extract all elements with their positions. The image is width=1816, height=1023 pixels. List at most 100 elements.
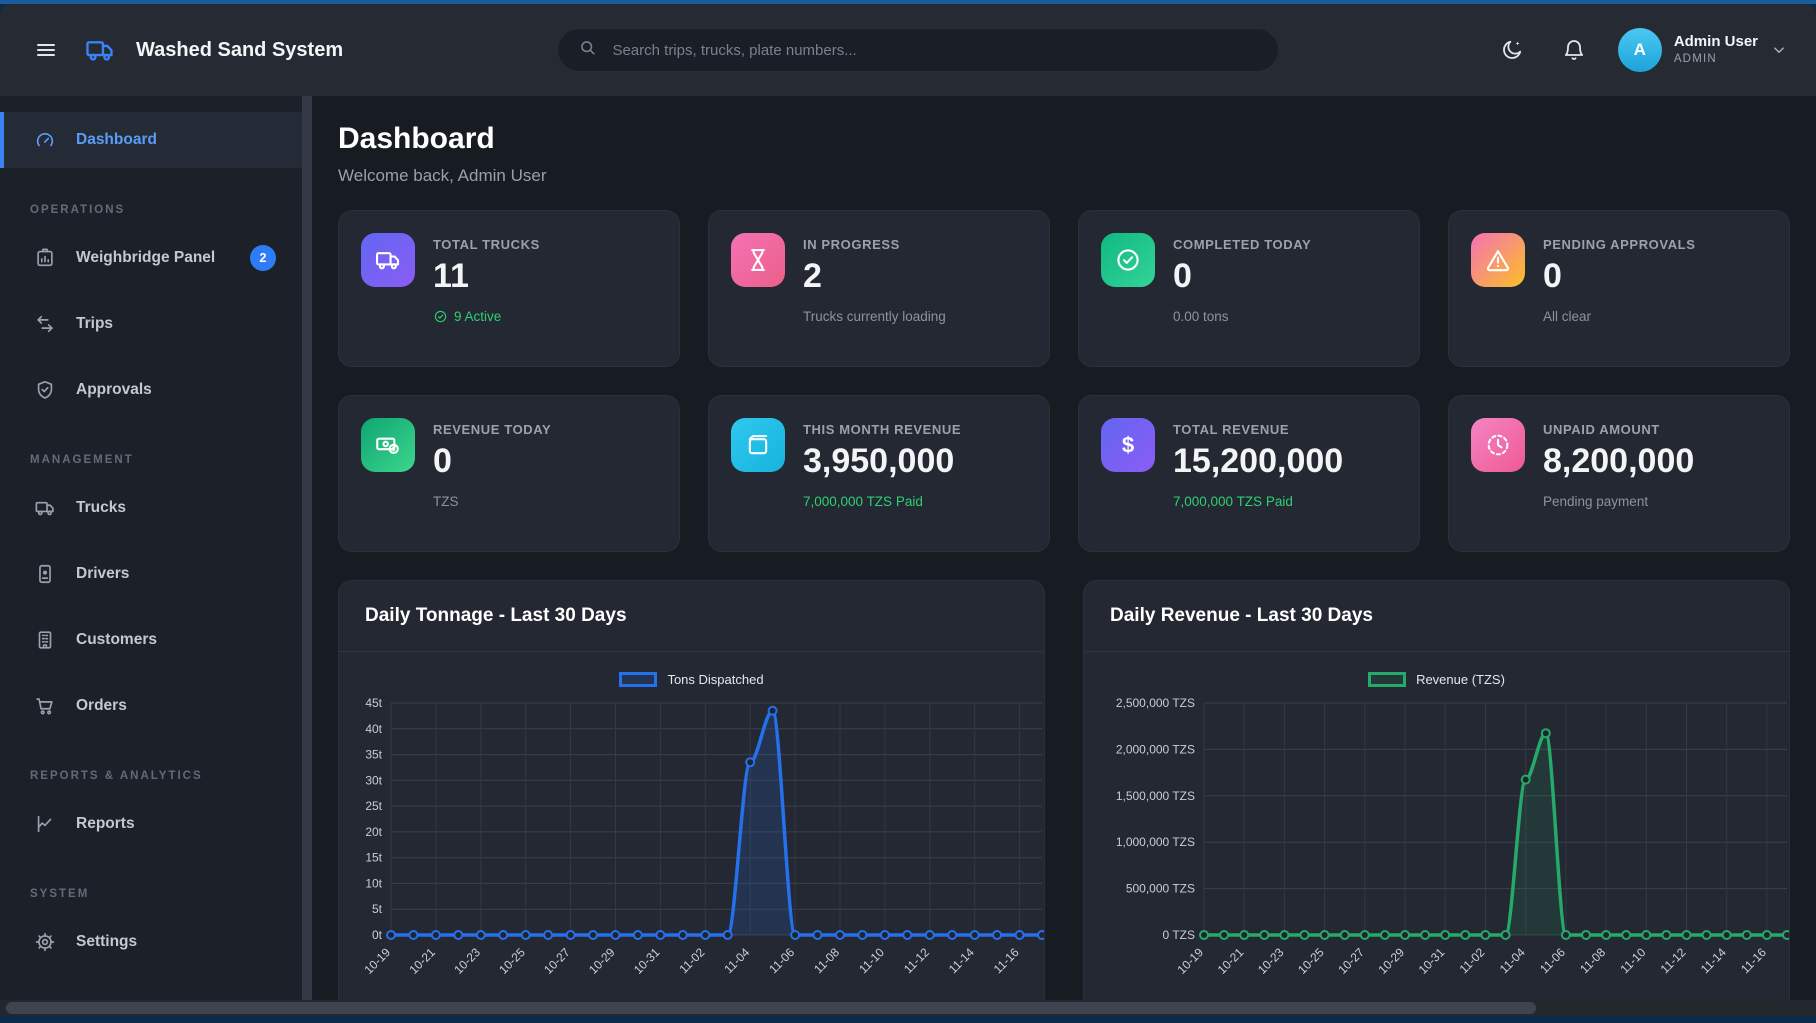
sidebar-item-drivers[interactable]: Drivers — [0, 546, 302, 602]
svg-text:5t: 5t — [372, 902, 383, 916]
id-card-icon — [34, 563, 56, 585]
app-window: Washed Sand System A Admin User ADMIN — [0, 4, 1816, 1016]
stat-sub: 0.00 tons — [1173, 309, 1311, 324]
stat-label: REVENUE TODAY — [433, 422, 551, 437]
svg-text:10-19: 10-19 — [1175, 945, 1207, 977]
sidebar-item-approvals[interactable]: Approvals — [0, 362, 302, 418]
top-actions: A Admin User ADMIN — [1494, 28, 1788, 72]
svg-text:11-02: 11-02 — [676, 945, 707, 976]
svg-text:10-27: 10-27 — [1335, 945, 1367, 977]
stat-sub: 7,000,000 TZS Paid — [1173, 494, 1343, 509]
sidebar-item-trips[interactable]: Trips — [0, 296, 302, 352]
svg-text:1,000,000 TZS: 1,000,000 TZS — [1116, 835, 1195, 849]
stat-label: PENDING APPROVALS — [1543, 237, 1696, 252]
sidebar-item-label: Dashboard — [76, 131, 157, 149]
notifications-bell-icon[interactable] — [1556, 32, 1592, 68]
warning-triangle-icon — [1471, 233, 1525, 287]
page-subtitle: Welcome back, Admin User — [338, 166, 1790, 186]
sidebar-item-customers[interactable]: Customers — [0, 612, 302, 668]
sidebar-item-label: Trucks — [76, 499, 126, 517]
stat-label: TOTAL REVENUE — [1173, 422, 1343, 437]
svg-text:11-06: 11-06 — [1537, 945, 1568, 976]
dollar-icon: $ — [1101, 418, 1155, 472]
svg-text:10-23: 10-23 — [451, 945, 483, 977]
legend-label: Tons Dispatched — [667, 672, 763, 687]
svg-text:30t: 30t — [365, 773, 382, 787]
svg-text:11-12: 11-12 — [1658, 945, 1689, 976]
sidebar-item-weighbridge-panel[interactable]: Weighbridge Panel2 — [0, 230, 302, 286]
clock-icon — [1471, 418, 1525, 472]
svg-text:11-04: 11-04 — [721, 945, 752, 976]
svg-text:10-31: 10-31 — [1416, 945, 1448, 977]
svg-text:1,500,000 TZS: 1,500,000 TZS — [1116, 789, 1195, 803]
stat-value: 3,950,000 — [803, 443, 961, 480]
dark-mode-moon-icon[interactable] — [1494, 32, 1530, 68]
stat-label: COMPLETED TODAY — [1173, 237, 1311, 252]
search-input[interactable] — [610, 41, 1258, 60]
sidebar-item-orders[interactable]: Orders — [0, 678, 302, 734]
stat-card-total-trucks: TOTAL TRUCKS 11 9 Active — [338, 210, 680, 367]
svg-text:10-21: 10-21 — [406, 945, 438, 977]
stat-sub: 7,000,000 TZS Paid — [803, 494, 961, 509]
menu-icon[interactable] — [28, 32, 64, 68]
stat-sub: 9 Active — [433, 309, 540, 324]
svg-text:20t: 20t — [365, 825, 382, 839]
svg-text:11-14: 11-14 — [946, 945, 977, 976]
search-wrap — [363, 28, 1474, 72]
banknote-icon: $ — [361, 418, 415, 472]
stat-value: 0 — [1543, 258, 1696, 295]
sidebar-item-reports[interactable]: Reports — [0, 796, 302, 852]
user-role: ADMIN — [1674, 52, 1758, 66]
stat-card-unpaid-amount: UNPAID AMOUNT 8,200,000 Pending payment — [1448, 395, 1790, 552]
chart-legend[interactable]: Revenue (TZS) — [1084, 672, 1789, 687]
svg-text:10-23: 10-23 — [1255, 945, 1287, 977]
sidebar-item-label: Weighbridge Panel — [76, 249, 215, 267]
sidebar-item-dashboard[interactable]: Dashboard — [0, 112, 302, 168]
svg-text:0 TZS: 0 TZS — [1163, 928, 1195, 942]
svg-text:10-29: 10-29 — [586, 945, 618, 977]
weighbridge-icon — [34, 247, 56, 269]
building-icon — [34, 629, 56, 651]
svg-text:10-25: 10-25 — [496, 945, 528, 977]
stat-value: 0 — [433, 443, 551, 480]
chart-legend[interactable]: Tons Dispatched — [339, 672, 1044, 687]
line-chart: 0t5t10t15t20t25t30t35t40t45t10-1910-2110… — [339, 689, 1044, 1016]
stat-card-completed-today: COMPLETED TODAY 0 0.00 tons — [1078, 210, 1420, 367]
line-chart: 0 TZS 500,000 TZS 1,000,000 TZS 1,500,000 T… — [1084, 689, 1789, 1016]
search-bar[interactable] — [557, 28, 1279, 72]
stats-grid: TOTAL TRUCKS 11 9 Active IN PROGRESS 2 T… — [338, 210, 1790, 552]
page-title: Dashboard — [338, 122, 1790, 156]
stat-value: 8,200,000 — [1543, 443, 1694, 480]
sidebar-item-trucks[interactable]: Trucks — [0, 480, 302, 536]
sidebar-item-label: Drivers — [76, 565, 129, 583]
report-line-icon — [34, 813, 56, 835]
trips-icon — [34, 313, 56, 335]
sidebar-item-settings[interactable]: Settings — [0, 914, 302, 970]
legend-label: Revenue (TZS) — [1416, 672, 1505, 687]
svg-text:10-31: 10-31 — [631, 945, 663, 977]
svg-text:11-02: 11-02 — [1457, 945, 1488, 976]
sidebar-item-label: Trips — [76, 315, 113, 333]
legend-swatch — [619, 672, 657, 687]
truck-logo-icon — [84, 34, 116, 66]
sidebar-item-label: Approvals — [76, 381, 152, 399]
sidebar-section-management: MANAGEMENT — [0, 428, 302, 480]
horizontal-scrollbar-thumb[interactable] — [6, 1002, 1536, 1014]
svg-text:45t: 45t — [365, 696, 382, 710]
stat-sub: Trucks currently loading — [803, 309, 946, 324]
user-menu[interactable]: A Admin User ADMIN — [1618, 28, 1788, 72]
svg-text:$: $ — [1122, 433, 1135, 458]
sidebar-nav: DashboardOPERATIONSWeighbridge Panel2Tri… — [0, 96, 302, 1016]
horizontal-scrollbar-track[interactable] — [0, 1000, 1816, 1016]
sidebar-scrollbar[interactable] — [302, 96, 312, 1016]
svg-text:500,000 TZS: 500,000 TZS — [1126, 882, 1195, 896]
stat-label: UNPAID AMOUNT — [1543, 422, 1694, 437]
svg-text:40t: 40t — [365, 722, 382, 736]
svg-text:11-12: 11-12 — [901, 945, 932, 976]
app-title: Washed Sand System — [136, 39, 343, 62]
chart-card-daily-tonnage-last-30-days: Daily Tonnage - Last 30 Days Tons Dispat… — [338, 580, 1045, 1016]
stat-label: TOTAL TRUCKS — [433, 237, 540, 252]
svg-text:11-06: 11-06 — [766, 945, 797, 976]
top-bar: Washed Sand System A Admin User ADMIN — [0, 4, 1816, 96]
sidebar-item-label: Orders — [76, 697, 127, 715]
